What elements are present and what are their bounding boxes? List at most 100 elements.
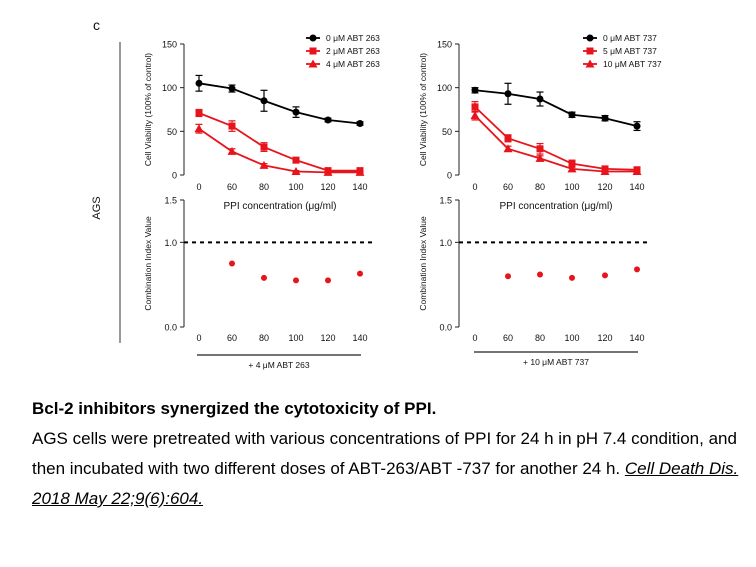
y-tick-label: 50 bbox=[442, 127, 452, 137]
data-point bbox=[505, 273, 511, 280]
y-tick-label: 150 bbox=[162, 40, 177, 50]
y-axis-label: Combination Index Value bbox=[143, 216, 153, 311]
chart-ci-abt263: 0.0 1.0 1.5 Combination Index Value 0 60 80 100… bbox=[143, 196, 372, 370]
data-point bbox=[293, 277, 299, 284]
x-tick-label: 60 bbox=[503, 182, 513, 192]
data-point bbox=[632, 167, 642, 176]
y-axis-label: Cell Viability (100% of control) bbox=[143, 53, 153, 166]
chart-ci-abt737: 0.0 1.0 1.5 Combination Index Value 0 60 80 100… bbox=[418, 196, 649, 367]
legend-marker bbox=[309, 34, 317, 42]
data-point bbox=[471, 86, 479, 94]
data-point bbox=[357, 270, 363, 277]
data-point bbox=[633, 122, 641, 130]
data-point bbox=[195, 109, 203, 117]
panel-label: c bbox=[93, 17, 100, 33]
x-tick-label: 120 bbox=[597, 333, 612, 343]
y-axis-label: Cell Viability (100% of control) bbox=[418, 53, 428, 166]
chart-viability-abt737: 0 50 100 150 Cell Viability (100% of control… bbox=[418, 33, 662, 212]
caption: Bcl-2 inhibitors synergized the cytotoxi… bbox=[32, 396, 742, 514]
data-point bbox=[323, 167, 333, 176]
x-tick-label: 0 bbox=[196, 182, 201, 192]
y-tick-label: 1.0 bbox=[439, 238, 452, 248]
series-line bbox=[198, 127, 360, 174]
data-point bbox=[228, 122, 236, 130]
figure: c AGS 0 50 100 150 Cell Viability (100% of c… bbox=[91, 17, 662, 370]
x-tick-label: 120 bbox=[320, 182, 335, 192]
y-tick-label: 0 bbox=[172, 171, 177, 181]
x-tick-label: 0 bbox=[472, 182, 477, 192]
x-tick-label: 60 bbox=[227, 182, 237, 192]
data-point bbox=[536, 145, 544, 153]
x-axis-label: PPI concentration (μg/ml) bbox=[223, 201, 336, 212]
citation-link[interactable]: Cell Death Dis. 2018 May 22;9(6):604. bbox=[32, 459, 739, 508]
group-label: + 4 μM ABT 263 bbox=[248, 360, 309, 370]
x-tick-label: 0 bbox=[196, 333, 201, 343]
row-label: AGS bbox=[91, 196, 103, 219]
series-line bbox=[198, 112, 360, 172]
data-point bbox=[504, 90, 512, 98]
y-tick-label: 50 bbox=[167, 127, 177, 137]
data-point bbox=[601, 114, 609, 122]
series-0: 0 μM ABT 263 bbox=[195, 33, 380, 127]
data-point bbox=[356, 119, 364, 127]
y-tick-label: 1.5 bbox=[164, 196, 177, 206]
group-label: + 10 μM ABT 737 bbox=[523, 357, 589, 367]
y-tick-label: 100 bbox=[162, 83, 177, 93]
series-line bbox=[198, 82, 361, 125]
y-tick-label: 0 bbox=[447, 171, 452, 181]
data-point bbox=[535, 153, 545, 162]
legend-label: 0 μM ABT 263 bbox=[326, 33, 380, 43]
chart-viability-abt263: 0 50 100 150 Cell Viability (100% of control… bbox=[143, 33, 380, 212]
series-2: 4 μM ABT 263 bbox=[194, 59, 380, 176]
x-tick-label: 140 bbox=[352, 333, 367, 343]
series-line bbox=[474, 114, 637, 173]
legend-label: 2 μM ABT 263 bbox=[326, 46, 380, 56]
caption-body: AGS cells were pretreated with various c… bbox=[32, 424, 742, 514]
data-point bbox=[568, 111, 576, 119]
y-tick-label: 1.5 bbox=[439, 196, 452, 206]
data-point bbox=[228, 85, 236, 93]
x-tick-label: 140 bbox=[352, 182, 367, 192]
y-tick-label: 0.0 bbox=[439, 323, 452, 333]
x-tick-label: 100 bbox=[564, 182, 579, 192]
y-tick-label: 0.0 bbox=[164, 323, 177, 333]
data-point bbox=[567, 164, 577, 173]
data-point bbox=[600, 167, 610, 176]
legend-marker bbox=[586, 34, 594, 42]
series-line bbox=[474, 106, 638, 171]
x-tick-label: 60 bbox=[227, 333, 237, 343]
legend-marker bbox=[585, 59, 595, 68]
data-point bbox=[503, 144, 513, 153]
legend-label: 5 μM ABT 737 bbox=[603, 46, 657, 56]
y-tick-label: 100 bbox=[437, 83, 452, 93]
figure-canvas: c AGS 0 50 100 150 Cell Viability (100% of c… bbox=[91, 17, 662, 370]
data-point bbox=[602, 272, 608, 279]
y-tick-label: 150 bbox=[437, 40, 452, 50]
x-tick-label: 80 bbox=[535, 182, 545, 192]
series-line bbox=[474, 89, 638, 127]
x-tick-label: 100 bbox=[564, 333, 579, 343]
x-tick-label: 80 bbox=[259, 182, 269, 192]
data-point bbox=[568, 160, 576, 168]
data-point bbox=[325, 277, 331, 284]
data-point bbox=[291, 167, 301, 176]
caption-title: Bcl-2 inhibitors synergized the cytotoxi… bbox=[32, 399, 437, 418]
data-point bbox=[195, 79, 203, 87]
series-0: 0 μM ABT 737 bbox=[471, 33, 657, 132]
data-point bbox=[194, 124, 204, 133]
x-tick-label: 120 bbox=[320, 333, 335, 343]
data-point bbox=[536, 95, 544, 103]
data-point bbox=[569, 274, 575, 281]
data-point bbox=[292, 108, 300, 116]
legend-marker bbox=[309, 47, 317, 55]
legend-label: 10 μM ABT 737 bbox=[603, 59, 662, 69]
data-point bbox=[227, 146, 237, 155]
x-tick-label: 140 bbox=[629, 182, 644, 192]
x-tick-label: 80 bbox=[535, 333, 545, 343]
data-point bbox=[324, 116, 332, 124]
data-point bbox=[355, 167, 365, 176]
x-tick-label: 100 bbox=[288, 182, 303, 192]
data-point bbox=[634, 266, 640, 273]
legend-label: 4 μM ABT 263 bbox=[326, 59, 380, 69]
legend-marker bbox=[308, 59, 318, 68]
